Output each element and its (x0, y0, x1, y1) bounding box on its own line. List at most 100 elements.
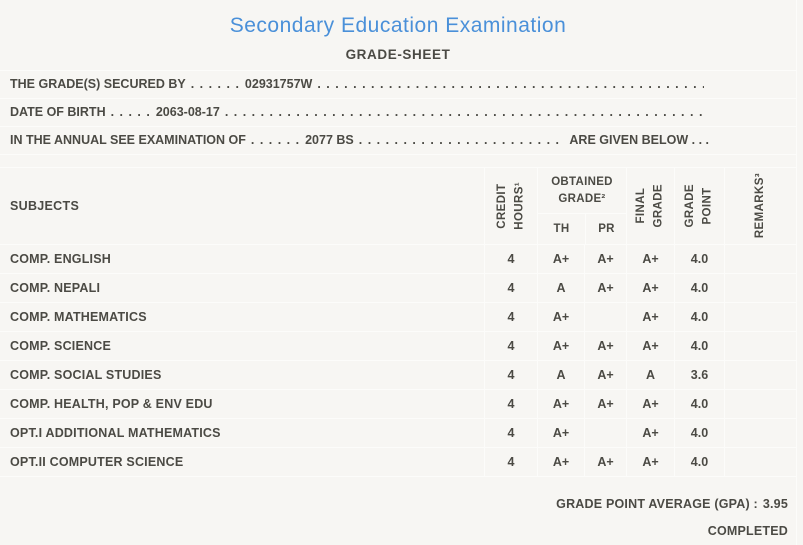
cell-remarks (724, 303, 796, 331)
cell-pr-grade: A+ (584, 274, 626, 302)
cell-th-grade: A+ (537, 419, 584, 447)
dot-leader: . . . . . (110, 105, 151, 119)
cell-credit-hours: 4 (484, 274, 537, 302)
dot-leader: . . . . . . (190, 77, 240, 91)
cell-grade-point: 4.0 (674, 332, 724, 360)
gpa-line: GRADE POINT AVERAGE (GPA) : 3.95 (0, 491, 796, 518)
column-header-remarks: REMARKS³ (724, 168, 796, 244)
cell-grade-point: 4.0 (674, 303, 724, 331)
table-row: COMP. MATHEMATICS 4 A+ A+ 4.0 (0, 302, 796, 331)
table-row: COMP. ENGLISH 4 A+ A+ A+ 4.0 (0, 244, 796, 273)
info-line-secured-by: THE GRADE(S) SECURED BY . . . . . . 0293… (0, 70, 796, 98)
cell-credit-hours: 4 (484, 332, 537, 360)
cell-credit-hours: 4 (484, 448, 537, 476)
cell-credit-hours: 4 (484, 390, 537, 418)
cell-subject: COMP. ENGLISH (10, 252, 111, 266)
cell-subject: OPT.I ADDITIONAL MATHEMATICS (10, 426, 221, 440)
cell-final-grade: A+ (626, 303, 674, 331)
cell-th-grade: A+ (537, 390, 584, 418)
remarks-label: REMARKS³ (753, 173, 766, 239)
cell-subject: OPT.II COMPUTER SCIENCE (10, 455, 184, 469)
cell-subject: COMP. SCIENCE (10, 339, 112, 353)
sheet-subtitle: GRADE-SHEET (345, 47, 451, 62)
cell-final-grade: A+ (626, 390, 674, 418)
cell-remarks (724, 390, 796, 418)
cell-pr-grade (584, 419, 626, 447)
table-row: COMP. SOCIAL STUDIES 4 A A+ A 3.6 (0, 360, 796, 389)
info-label: IN THE ANNUAL SEE EXAMINATION OF (10, 133, 246, 147)
column-header-th: TH (553, 223, 570, 235)
cell-th-grade: A+ (537, 448, 584, 476)
dot-fill: . . . . . . . . . . . . . . . . . . . . … (224, 105, 704, 119)
cell-remarks (724, 245, 796, 273)
info-line-date-of-birth: DATE OF BIRTH . . . . . 2063-08-17 . . .… (0, 98, 796, 126)
column-header-credit-hours: CREDIT HOURS¹ (484, 168, 537, 244)
gpa-value: 3.95 (762, 497, 788, 511)
symbol-number-value: 02931757W (244, 77, 313, 91)
cell-th-grade: A+ (537, 245, 584, 273)
cell-final-grade: A+ (626, 332, 674, 360)
info-suffix: ARE GIVEN BELOW . . . (569, 133, 709, 147)
cell-credit-hours: 4 (484, 361, 537, 389)
cell-pr-grade (584, 303, 626, 331)
column-header-subjects: SUBJECTS (10, 199, 80, 213)
table-row: OPT.I ADDITIONAL MATHEMATICS 4 A+ A+ 4.0 (0, 418, 796, 447)
cell-remarks (724, 448, 796, 476)
grade-point-label: GRADE POINT (684, 184, 714, 228)
column-header-pr: PR (585, 214, 627, 244)
cell-pr-grade: A+ (584, 245, 626, 273)
cell-grade-point: 4.0 (674, 245, 724, 273)
cell-remarks (724, 332, 796, 360)
info-section: THE GRADE(S) SECURED BY . . . . . . 0293… (0, 70, 796, 155)
column-header-grade-point: GRADE POINT (674, 168, 724, 244)
cell-grade-point: 4.0 (674, 419, 724, 447)
cell-remarks (724, 361, 796, 389)
info-label: DATE OF BIRTH (10, 105, 106, 119)
cell-subject: COMP. MATHEMATICS (10, 310, 147, 324)
column-header-obtained-grade: OBTAINED GRADE² TH PR (537, 168, 626, 244)
cell-final-grade: A+ (626, 448, 674, 476)
cell-final-grade: A+ (626, 245, 674, 273)
table-row: OPT.II COMPUTER SCIENCE 4 A+ A+ A+ 4.0 (0, 447, 796, 476)
table-body: COMP. ENGLISH 4 A+ A+ A+ 4.0 COMP. NEPAL… (0, 244, 796, 477)
status-completed: COMPLETED (707, 524, 788, 538)
cell-subject: COMP. NEPALI (10, 281, 101, 295)
cell-final-grade: A+ (626, 419, 674, 447)
page-title: Secondary Education Examination (229, 14, 567, 37)
cell-final-grade: A (626, 361, 674, 389)
cell-subject: COMP. SOCIAL STUDIES (10, 368, 162, 382)
table-row: COMP. SCIENCE 4 A+ A+ A+ 4.0 (0, 331, 796, 360)
dot-leader: . . . . . . (250, 133, 301, 147)
cell-grade-point: 3.6 (674, 361, 724, 389)
cell-subject: COMP. HEALTH, POP & ENV EDU (10, 397, 213, 411)
cell-remarks (724, 419, 796, 447)
cell-grade-point: 4.0 (674, 274, 724, 302)
dot-fill: . . . . . . . . . . . . . . . . . . . . … (358, 133, 565, 147)
info-label: THE GRADE(S) SECURED BY (10, 77, 186, 91)
cell-pr-grade: A+ (584, 332, 626, 360)
table-row: COMP. NEPALI 4 A A+ A+ 4.0 (0, 273, 796, 302)
cell-final-grade: A+ (626, 274, 674, 302)
cell-credit-hours: 4 (484, 419, 537, 447)
grades-table: SUBJECTS CREDIT HOURS¹ OBTAINED GRADE² T… (0, 167, 796, 477)
gpa-label: GRADE POINT AVERAGE (GPA) : (556, 497, 758, 511)
cell-pr-grade: A+ (584, 448, 626, 476)
column-header-final-grade: FINAL GRADE (626, 168, 674, 244)
cell-th-grade: A+ (537, 303, 584, 331)
credit-hours-label: CREDIT HOURS¹ (495, 182, 525, 230)
cell-grade-point: 4.0 (674, 390, 724, 418)
cell-pr-grade: A+ (584, 390, 626, 418)
dot-fill: . . . . . . . . . . . . . . . . . . . . … (317, 77, 704, 91)
cell-th-grade: A (537, 274, 584, 302)
final-grade-label: FINAL GRADE (635, 184, 665, 228)
date-of-birth-value: 2063-08-17 (155, 105, 220, 119)
obtained-grade-label: OBTAINED GRADE² (538, 168, 626, 214)
cell-credit-hours: 4 (484, 303, 537, 331)
table-row: COMP. HEALTH, POP & ENV EDU 4 A+ A+ A+ 4… (0, 389, 796, 418)
obtained-grade-subheaders: TH PR (538, 214, 626, 244)
cell-pr-grade: A+ (584, 361, 626, 389)
info-line-examination-year: IN THE ANNUAL SEE EXAMINATION OF . . . .… (0, 126, 796, 154)
cell-grade-point: 4.0 (674, 448, 724, 476)
table-header-row: SUBJECTS CREDIT HOURS¹ OBTAINED GRADE² T… (0, 167, 796, 244)
